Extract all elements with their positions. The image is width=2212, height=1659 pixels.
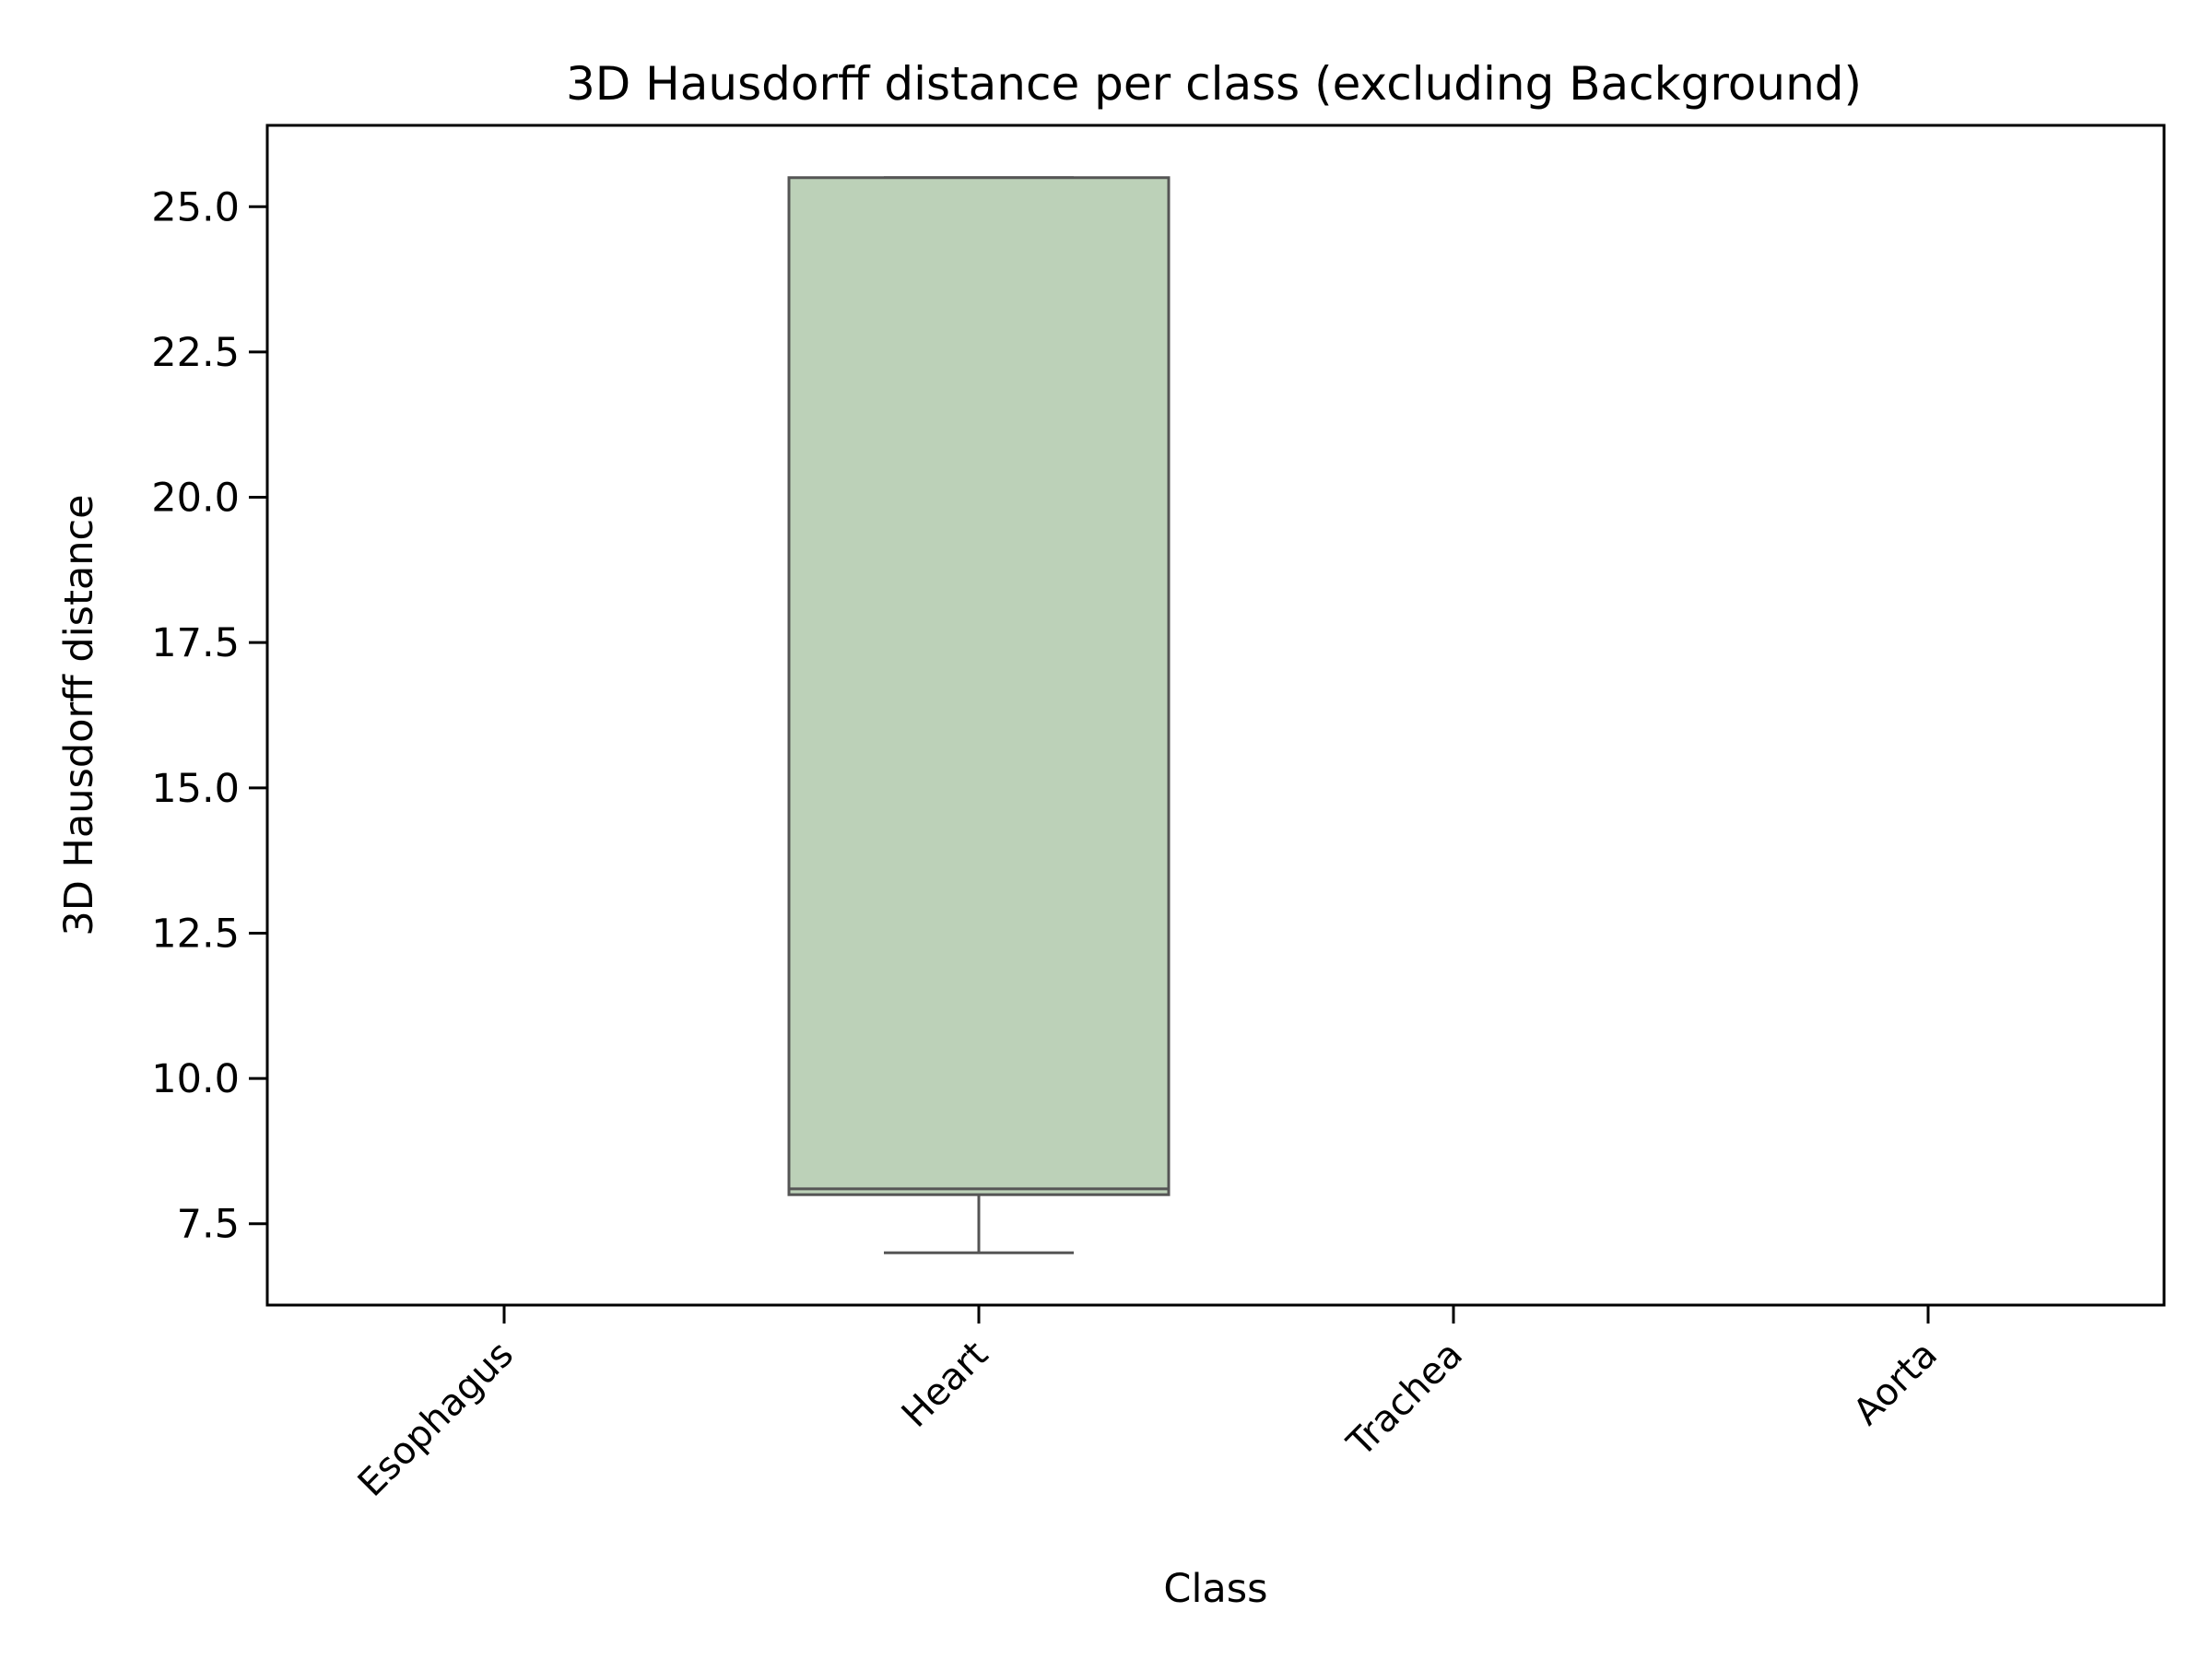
x-tick-label-trachea: Trachea (1339, 1334, 1472, 1466)
y-tick-label-0: 7.5 (177, 1202, 240, 1248)
y-tick-label-7: 25.0 (151, 184, 240, 230)
x-axis-label: Class (1163, 1566, 1267, 1612)
x-tick-label-esophagus: Esophagus (350, 1334, 522, 1505)
box-heart (787, 176, 1171, 1254)
plot-area (787, 176, 1171, 1254)
y-tick-label-2: 12.5 (151, 911, 240, 957)
y-axis-label: 3D Hausdorff distance (56, 494, 102, 935)
y-tick-label-5: 20.0 (151, 476, 240, 522)
x-tick-label-aorta: Aorta (1845, 1334, 1946, 1434)
y-tick-label-1: 10.0 (151, 1056, 240, 1102)
x-tick-label-heart: Heart (894, 1334, 996, 1436)
chart-title: 3D Hausdorff distance per class (excludi… (566, 57, 1862, 111)
y-tick-label-3: 15.0 (151, 766, 240, 812)
y-tick-label-4: 17.5 (151, 620, 240, 666)
y-tick-label-6: 22.5 (151, 330, 240, 376)
plot-frame (265, 124, 2166, 1307)
box-body (787, 176, 1171, 1196)
